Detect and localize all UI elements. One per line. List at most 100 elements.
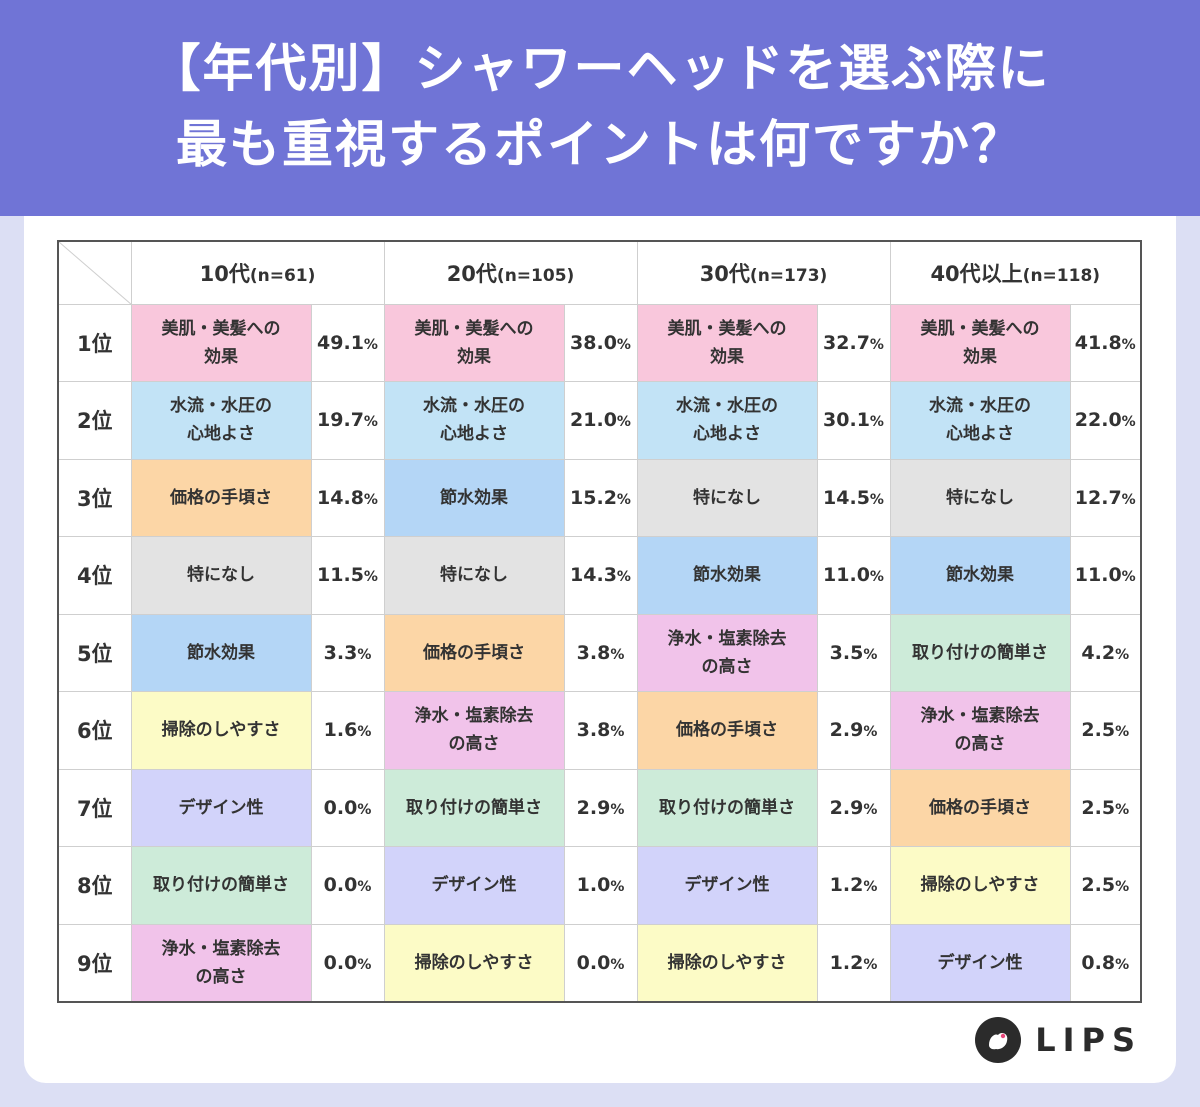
item-cell: 特になし: [636, 458, 818, 537]
item-cell: 価格の手頃さ: [636, 691, 818, 770]
percent-unit: %: [1115, 879, 1130, 896]
item-cell: 水流・水圧の 心地よさ: [383, 381, 565, 460]
percent-value: 15.2: [570, 486, 617, 509]
percent-unit: %: [1115, 956, 1130, 973]
percent-value: 0.8: [1081, 951, 1116, 974]
percent-unit: %: [863, 956, 878, 973]
percent-cell: 2.5%: [1069, 691, 1142, 770]
column-label: 40代以上: [930, 261, 1023, 286]
item-cell: 水流・水圧の 心地よさ: [636, 381, 818, 460]
percent-unit: %: [363, 414, 378, 431]
percent-cell: 14.3%: [563, 536, 638, 615]
rank-label: 5位: [57, 613, 132, 692]
item-cell: 特になし: [130, 536, 312, 615]
percent-cell: 19.7%: [310, 381, 385, 460]
percent-cell: 11.0%: [1069, 536, 1142, 615]
percent-unit: %: [616, 336, 631, 353]
percent-cell: 22.0%: [1069, 381, 1142, 460]
percent-cell: 0.0%: [563, 923, 638, 1002]
item-cell: 節水効果: [130, 613, 312, 692]
percent-cell: 21.0%: [563, 381, 638, 460]
item-cell: 掃除のしやすさ: [636, 923, 818, 1002]
percent-unit: %: [863, 646, 878, 663]
percent-value: 11.0: [1074, 564, 1122, 587]
percent-value: 2.5: [1081, 796, 1116, 819]
percent-value: 1.0: [576, 874, 611, 897]
percent-unit: %: [616, 414, 631, 431]
percent-cell: 12.7%: [1069, 458, 1142, 537]
percent-unit: %: [1121, 569, 1136, 586]
percent-cell: 1.2%: [816, 923, 891, 1002]
table-row: 1位 美肌・美髪への 効果 49.1% 美肌・美髪への 効果 38.0% 美肌・美髪への 効果 3…: [57, 303, 1142, 382]
item-cell: 取り付けの簡単さ: [889, 613, 1071, 692]
percent-unit: %: [610, 646, 625, 663]
item-cell: 節水効果: [889, 536, 1071, 615]
percent-cell: 0.0%: [310, 923, 385, 1002]
percent-unit: %: [357, 956, 372, 973]
percent-value: 3.8: [576, 719, 611, 742]
item-cell: 掃除のしやすさ: [383, 923, 565, 1002]
column-sample-size: (n=105): [496, 265, 575, 286]
rank-label: 3位: [57, 458, 132, 537]
percent-value: 21.0: [570, 409, 617, 432]
percent-cell: 3.5%: [816, 613, 891, 692]
percent-unit: %: [863, 801, 878, 818]
percent-unit: %: [869, 414, 884, 431]
percent-cell: 2.9%: [816, 768, 891, 847]
percent-value: 2.9: [576, 796, 611, 819]
percent-cell: 11.5%: [310, 536, 385, 615]
percent-value: 0.0: [323, 796, 358, 819]
percent-value: 38.0: [570, 331, 617, 354]
percent-value: 0.0: [323, 874, 358, 897]
table-row: 3位 価格の手頃さ 14.8% 節水効果 15.2% 特になし 14.5% 特になし 12.7%: [57, 458, 1142, 537]
rank-label: 7位: [57, 768, 132, 847]
percent-cell: 38.0%: [563, 303, 638, 382]
percent-cell: 14.5%: [816, 458, 891, 537]
percent-value: 0.0: [576, 951, 611, 974]
percent-value: 11.5: [317, 564, 364, 587]
percent-value: 2.9: [829, 796, 864, 819]
corner-diagonal: [59, 242, 132, 305]
column-label: 30代: [699, 261, 750, 286]
item-cell: 特になし: [383, 536, 565, 615]
percent-value: 22.0: [1074, 409, 1122, 432]
table-row: 8位 取り付けの簡単さ 0.0% デザイン性 1.0% デザイン性 1.2% 掃除のしやすさ 2…: [57, 846, 1142, 925]
percent-value: 0.0: [323, 951, 358, 974]
percent-cell: 2.5%: [1069, 846, 1142, 925]
percent-value: 2.9: [829, 719, 864, 742]
item-cell: 掃除のしやすさ: [889, 846, 1071, 925]
percent-cell: 3.8%: [563, 613, 638, 692]
column-sample-size: (n=61): [249, 265, 316, 286]
percent-cell: 1.6%: [310, 691, 385, 770]
column-sample-size: (n=118): [1022, 265, 1101, 286]
percent-cell: 0.0%: [310, 846, 385, 925]
percent-value: 3.3: [323, 641, 358, 664]
percent-value: 1.2: [829, 874, 864, 897]
percent-cell: 0.0%: [310, 768, 385, 847]
item-cell: 節水効果: [636, 536, 818, 615]
percent-unit: %: [616, 491, 631, 508]
percent-unit: %: [1121, 491, 1136, 508]
column-sample-size: (n=173): [749, 265, 828, 286]
item-cell: 水流・水圧の 心地よさ: [889, 381, 1071, 460]
column-header: 30代(n=173): [636, 240, 891, 305]
percent-cell: 2.9%: [563, 768, 638, 847]
item-cell: 美肌・美髪への 効果: [889, 303, 1071, 382]
percent-value: 11.0: [823, 564, 870, 587]
percent-unit: %: [357, 724, 372, 741]
percent-cell: 14.8%: [310, 458, 385, 537]
column-header: 20代(n=105): [383, 240, 638, 305]
percent-unit: %: [863, 724, 878, 741]
lips-logo-icon: [975, 1017, 1022, 1063]
item-cell: 浄水・塩素除去 の高さ: [383, 691, 565, 770]
lips-logo-text: LIPS: [1035, 1021, 1142, 1059]
lips-logo: LIPS: [975, 1017, 1142, 1063]
percent-cell: 2.9%: [816, 691, 891, 770]
rank-label: 6位: [57, 691, 132, 770]
item-cell: 節水効果: [383, 458, 565, 537]
item-cell: デザイン性: [383, 846, 565, 925]
percent-cell: 3.8%: [563, 691, 638, 770]
percent-cell: 41.8%: [1069, 303, 1142, 382]
title-line-2: 最も重視するポイントは何ですか？: [175, 116, 1024, 175]
item-cell: 価格の手頃さ: [383, 613, 565, 692]
